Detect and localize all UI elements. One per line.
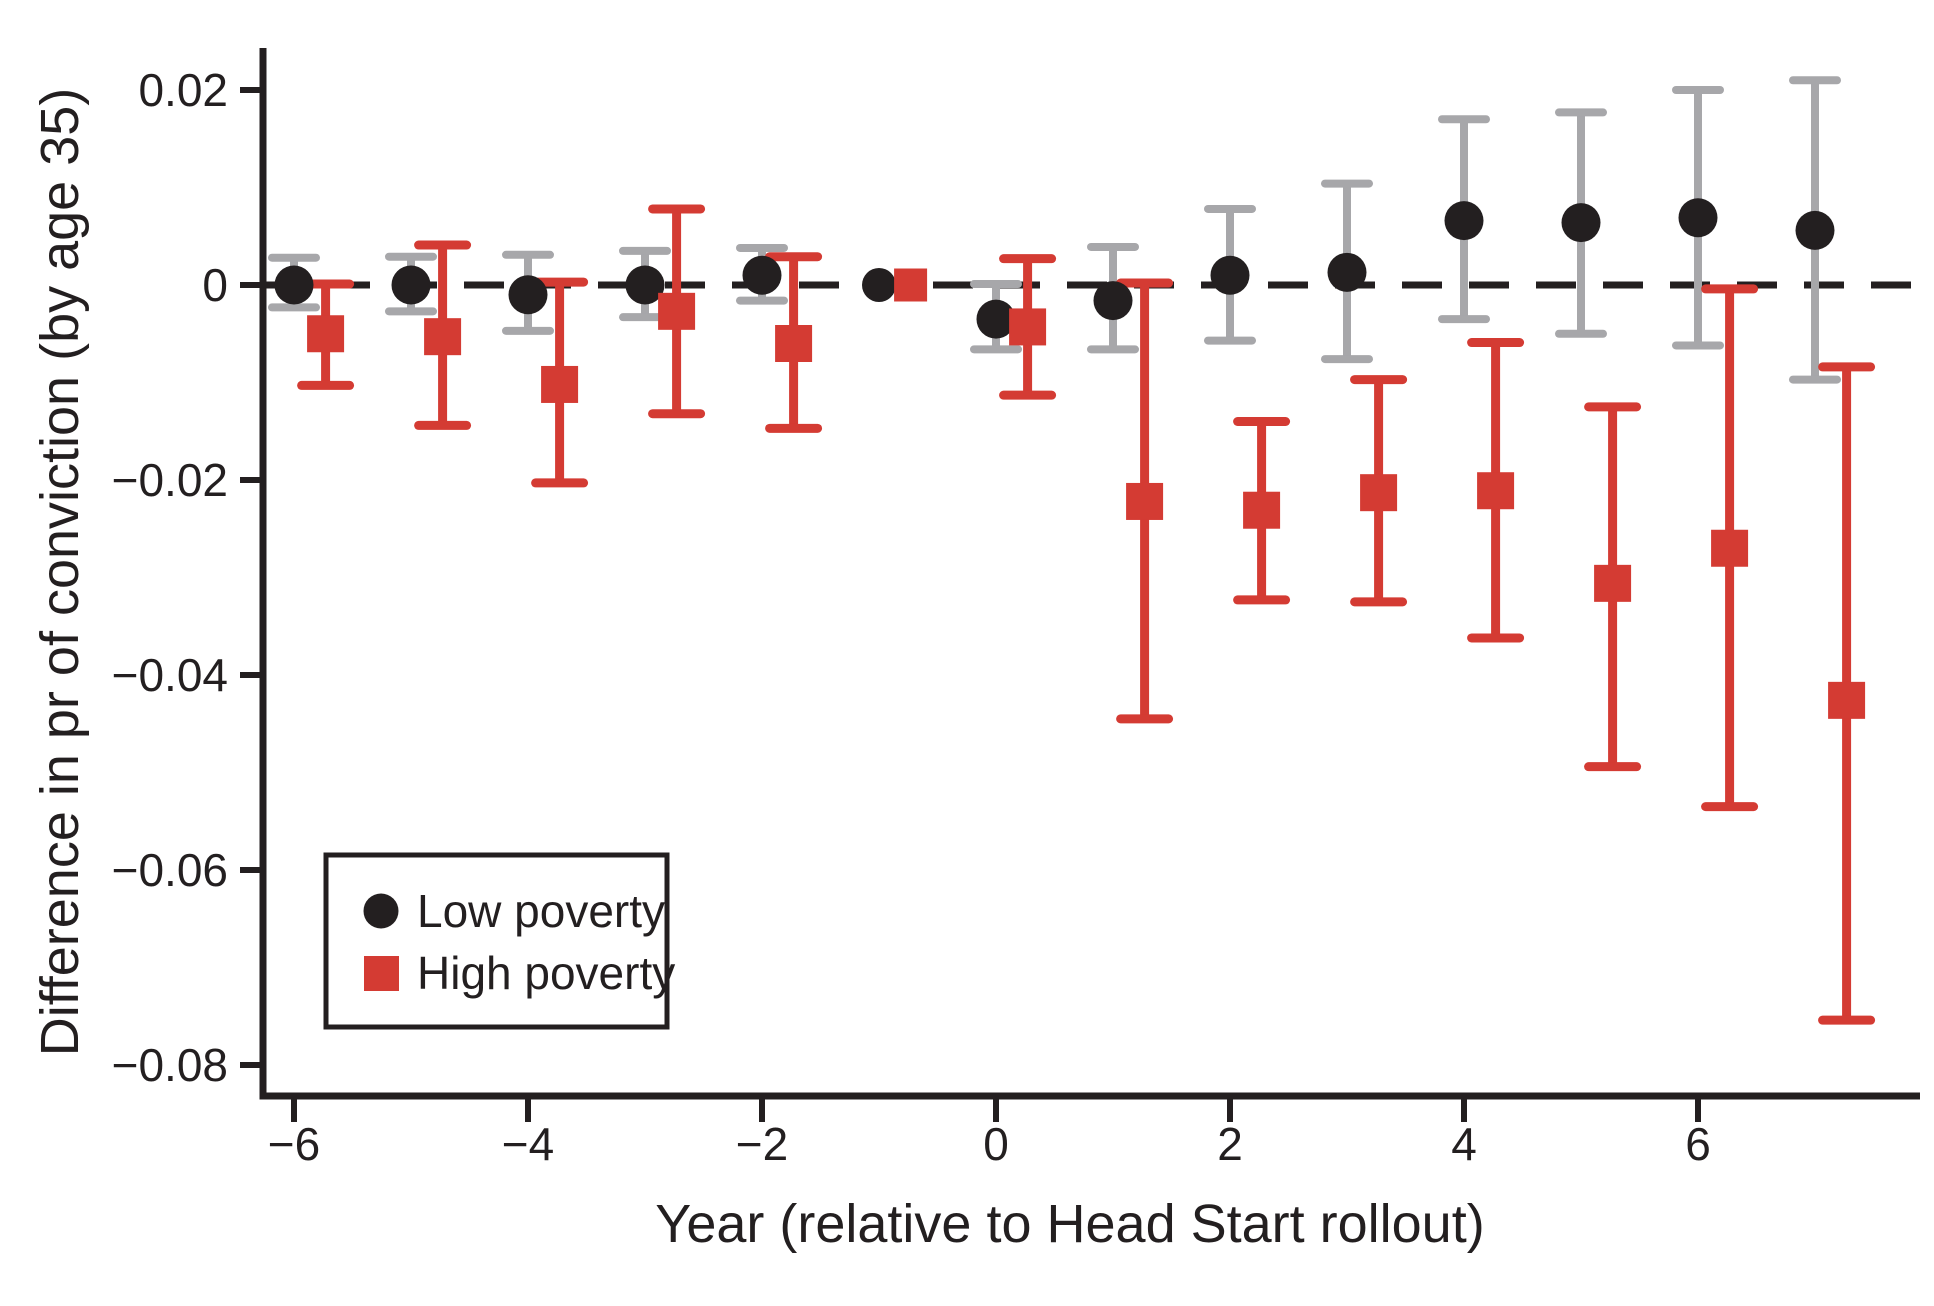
error-bars-low-poverty: [268, 76, 1841, 384]
x-tick-label: 4: [1451, 1118, 1477, 1170]
legend-label-low-poverty: Low poverty: [417, 885, 665, 937]
data-point-low-poverty: [1210, 255, 1250, 295]
y-tick-label: 0.02: [138, 64, 228, 116]
legend-square-marker-icon: [364, 956, 399, 991]
y-tick-label: −0.06: [112, 844, 228, 896]
data-point-high-poverty: [1360, 474, 1398, 512]
data-point-high-poverty: [775, 325, 813, 362]
data-point-low-poverty: [274, 265, 314, 305]
data-point-low-poverty: [508, 275, 548, 315]
data-point-low-poverty: [625, 265, 665, 305]
data-point-low-poverty: [976, 299, 1016, 339]
x-tick-label: 6: [1685, 1118, 1711, 1170]
data-point-high-poverty: [658, 292, 696, 330]
data-point-high-poverty: [894, 268, 928, 302]
data-point-low-poverty: [1444, 201, 1484, 241]
data-point-low-poverty: [742, 255, 782, 295]
data-point-high-poverty: [1126, 482, 1164, 520]
legend-box: [323, 852, 670, 1030]
data-point-low-poverty: [1678, 198, 1718, 238]
y-axis-ticks: 0.02 0 −0.02 −0.04 −0.06 −0.08: [112, 64, 263, 1091]
y-tick-label: 0: [202, 259, 228, 311]
x-tick-label: 2: [1217, 1118, 1243, 1170]
data-point-low-poverty: [1795, 210, 1835, 250]
y-axis-title: Difference in pr of conviction (by age 3…: [30, 88, 90, 1057]
data-point-low-poverty: [862, 268, 896, 302]
x-tick-label: 0: [983, 1118, 1009, 1170]
legend-label-high-poverty: High poverty: [417, 947, 675, 999]
data-point-high-poverty: [1594, 564, 1632, 602]
data-point-high-poverty: [424, 318, 462, 356]
x-tick-label: −6: [268, 1118, 320, 1170]
data-point-high-poverty: [1477, 472, 1515, 510]
legend: Low poverty High poverty: [323, 852, 675, 1030]
data-point-high-poverty: [541, 365, 579, 403]
y-tick-label: −0.02: [112, 454, 228, 506]
x-tick-label: −4: [502, 1118, 554, 1170]
data-point-low-poverty: [1561, 203, 1601, 243]
data-point-low-poverty: [391, 265, 431, 305]
x-axis-ticks: −6 −4 −2 0 2 4 6: [268, 1099, 1711, 1170]
data-point-low-poverty: [1093, 281, 1133, 321]
data-point-low-poverty: [1327, 252, 1367, 292]
x-tick-label: −2: [736, 1118, 788, 1170]
x-axis-title: Year (relative to Head Start rollout): [655, 1194, 1484, 1254]
markers-high-poverty: [307, 268, 1866, 719]
y-tick-label: −0.08: [112, 1039, 228, 1091]
data-point-high-poverty: [1243, 491, 1281, 529]
legend-circle-marker-icon: [363, 893, 399, 929]
markers-low-poverty: [274, 198, 1835, 339]
data-point-high-poverty: [307, 315, 345, 353]
data-point-high-poverty: [1828, 681, 1866, 719]
data-point-high-poverty: [1711, 529, 1749, 567]
y-tick-label: −0.04: [112, 649, 228, 701]
data-point-high-poverty: [1009, 308, 1047, 346]
